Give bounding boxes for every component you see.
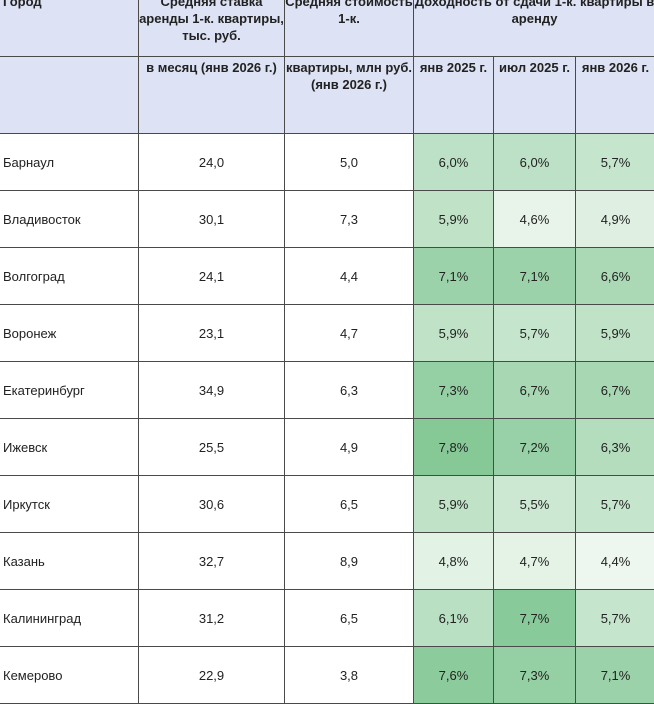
cell-yield-jan2026: 6,6% [576,248,654,305]
cell-yield-jan2025: 6,1% [414,590,494,647]
cell-rent: 24,0 [139,134,285,191]
cell-yield-jan2026: 5,7% [576,590,654,647]
cell-yield-jul2025: 7,2% [494,419,576,476]
cell-yield-jan2025: 7,1% [414,248,494,305]
cell-city: Волгоград [0,248,139,305]
cell-city: Екатеринбург [0,362,139,419]
cell-yield-jan2025: 7,3% [414,362,494,419]
header-price-bottom: квартиры, млн руб. (янв 2026 г.) [285,57,414,134]
cell-yield-jul2025: 6,7% [494,362,576,419]
cell-rent: 23,1 [139,305,285,362]
cell-rent: 25,5 [139,419,285,476]
cell-yield-jul2025: 5,5% [494,476,576,533]
cell-yield-jul2025: 4,6% [494,191,576,248]
cell-rent: 31,2 [139,590,285,647]
cell-yield-jan2026: 4,9% [576,191,654,248]
header-rent-bottom: в месяц (янв 2026 г.) [139,57,285,134]
cell-yield-jan2025: 4,8% [414,533,494,590]
cell-rent: 30,1 [139,191,285,248]
header-yield-jan2026: янв 2026 г. [576,57,654,134]
cell-yield-jan2026: 5,7% [576,476,654,533]
cell-rent: 24,1 [139,248,285,305]
cell-price: 8,9 [285,533,414,590]
cell-yield-jul2025: 4,7% [494,533,576,590]
cell-yield-jul2025: 7,1% [494,248,576,305]
cell-yield-jan2025: 5,9% [414,191,494,248]
cell-city: Владивосток [0,191,139,248]
cell-city: Калининград [0,590,139,647]
cell-price: 4,7 [285,305,414,362]
cell-yield-jan2026: 4,4% [576,533,654,590]
header-price-top: Средняя стоимость 1-к. [285,0,414,57]
cell-yield-jan2026: 6,3% [576,419,654,476]
cell-rent: 32,7 [139,533,285,590]
cell-yield-jan2026: 6,7% [576,362,654,419]
cell-city: Казань [0,533,139,590]
cell-city: Барнаул [0,134,139,191]
header-city: Город [0,0,139,57]
cell-city: Иркутск [0,476,139,533]
cell-rent: 22,9 [139,647,285,704]
header-rent-top: Средняя ставка аренды 1-к. квартиры, тыс… [139,0,285,57]
cell-city: Кемерово [0,647,139,704]
header-city-blank [0,57,139,134]
header-yield-jul2025: июл 2025 г. [494,57,576,134]
cell-yield-jan2025: 5,9% [414,305,494,362]
cell-price: 4,9 [285,419,414,476]
cell-price: 5,0 [285,134,414,191]
cell-price: 3,8 [285,647,414,704]
cell-yield-jul2025: 7,3% [494,647,576,704]
cell-yield-jan2026: 7,1% [576,647,654,704]
cell-yield-jul2025: 5,7% [494,305,576,362]
cell-yield-jan2025: 7,8% [414,419,494,476]
header-yield-group: Доходность от сдачи 1-к. квартиры в арен… [414,0,654,57]
cell-yield-jan2026: 5,9% [576,305,654,362]
cell-yield-jul2025: 6,0% [494,134,576,191]
cell-yield-jan2025: 5,9% [414,476,494,533]
cell-price: 4,4 [285,248,414,305]
cell-price: 6,5 [285,590,414,647]
cell-rent: 30,6 [139,476,285,533]
table-header: Город Средняя ставка аренды 1-к. квартир… [0,0,654,134]
cell-price: 6,5 [285,476,414,533]
cell-city: Ижевск [0,419,139,476]
header-yield-jan2025: янв 2025 г. [414,57,494,134]
cell-rent: 34,9 [139,362,285,419]
cell-price: 7,3 [285,191,414,248]
cell-yield-jul2025: 7,7% [494,590,576,647]
cell-yield-jan2026: 5,7% [576,134,654,191]
cell-city: Воронеж [0,305,139,362]
cell-price: 6,3 [285,362,414,419]
cell-yield-jan2025: 7,6% [414,647,494,704]
cell-yield-jan2025: 6,0% [414,134,494,191]
